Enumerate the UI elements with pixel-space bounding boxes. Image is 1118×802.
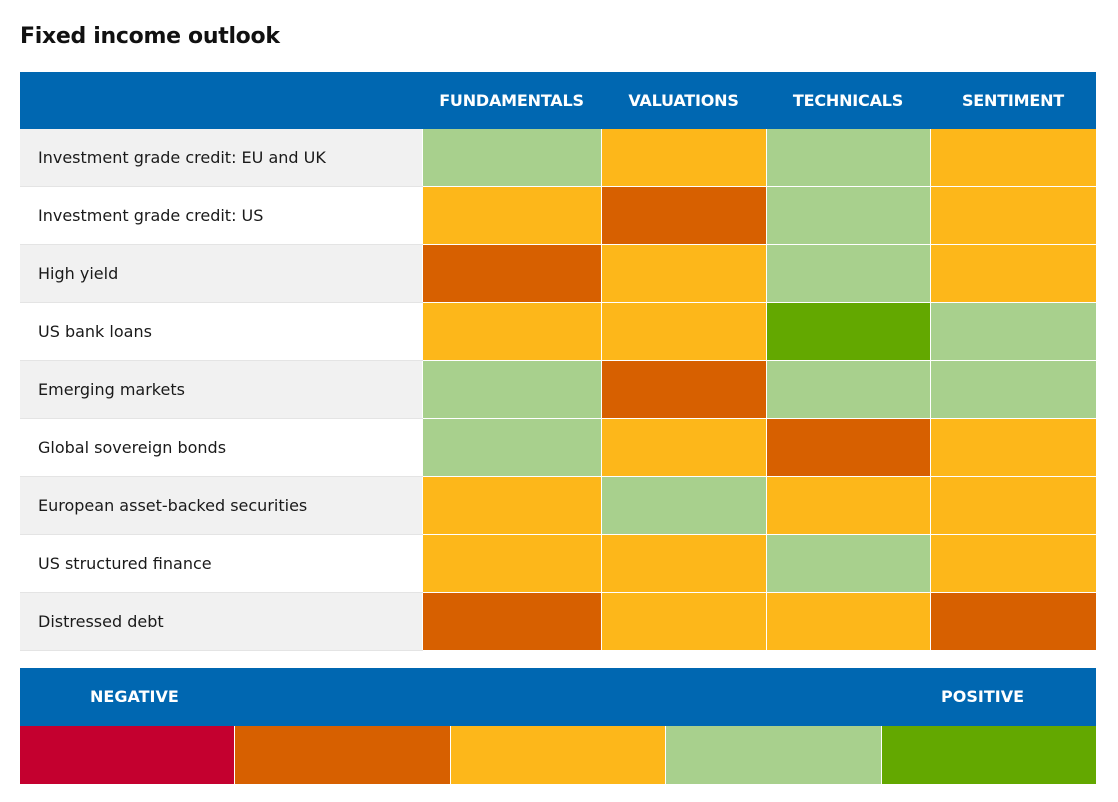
heatmap-cell-fundamentals [421, 360, 601, 419]
heatmap-cell-fundamentals [421, 302, 601, 361]
table-row: High yield [20, 244, 1096, 303]
page-title: Fixed income outlook [20, 24, 280, 49]
heatmap-cell-valuations [600, 244, 766, 303]
heatmap-cell-fundamentals [421, 129, 601, 187]
table-row: US bank loans [20, 302, 1096, 361]
heatmap-cell-technicals [765, 592, 930, 651]
heatmap-cell-valuations [600, 186, 766, 245]
row-label: Distressed debt [20, 592, 422, 651]
outlook-heatmap: FUNDAMENTALS VALUATIONS TECHNICALS SENTI… [20, 72, 1096, 651]
legend-positive-label: POSITIVE [941, 687, 1024, 706]
heatmap-cell-technicals [765, 418, 930, 477]
heatmap-cell-valuations [600, 476, 766, 535]
heatmap-cell-fundamentals [421, 534, 601, 593]
column-header-fundamentals: FUNDAMENTALS [422, 72, 601, 129]
heatmap-cell-fundamentals [421, 592, 601, 651]
legend-swatch-2 [234, 726, 450, 784]
table-row: European asset-backed securities [20, 476, 1096, 535]
table-row: Distressed debt [20, 592, 1096, 651]
heatmap-cell-sentiment [929, 534, 1096, 593]
heatmap-cell-fundamentals [421, 418, 601, 477]
legend-swatch-1 [20, 726, 235, 784]
heatmap-cell-technicals [765, 360, 930, 419]
heatmap-cell-sentiment [929, 129, 1096, 187]
table-row: Emerging markets [20, 360, 1096, 419]
heatmap-cell-sentiment [929, 476, 1096, 535]
legend-swatch-5 [880, 726, 1097, 784]
heatmap-cell-technicals [765, 186, 930, 245]
table-row: Investment grade credit: EU and UK [20, 129, 1096, 187]
row-label: Investment grade credit: EU and UK [20, 129, 422, 187]
table-row: Global sovereign bonds [20, 418, 1096, 477]
row-label: High yield [20, 244, 422, 303]
heatmap-cell-sentiment [929, 418, 1096, 477]
legend-scale [20, 726, 1097, 784]
row-label: Global sovereign bonds [20, 418, 422, 477]
column-header-valuations: VALUATIONS [601, 72, 766, 129]
legend-bar: NEGATIVE POSITIVE [20, 668, 1096, 726]
legend-negative-label: NEGATIVE [90, 687, 179, 706]
row-label: Investment grade credit: US [20, 186, 422, 245]
heatmap-cell-fundamentals [421, 476, 601, 535]
heatmap-cell-fundamentals [421, 244, 601, 303]
legend-swatch-3 [449, 726, 666, 784]
column-header-technicals: TECHNICALS [766, 72, 930, 129]
heatmap-cell-valuations [600, 360, 766, 419]
row-label: Emerging markets [20, 360, 422, 419]
heatmap-cell-technicals [765, 244, 930, 303]
table-row: US structured finance [20, 534, 1096, 593]
heatmap-cell-sentiment [929, 360, 1096, 419]
heatmap-cell-technicals [765, 302, 930, 361]
heatmap-cell-valuations [600, 129, 766, 187]
heatmap-cell-technicals [765, 534, 930, 593]
heatmap-cell-sentiment [929, 244, 1096, 303]
heatmap-cell-valuations [600, 592, 766, 651]
row-label: US structured finance [20, 534, 422, 593]
heatmap-cell-technicals [765, 476, 930, 535]
outlook-table: FUNDAMENTALS VALUATIONS TECHNICALS SENTI… [20, 72, 1096, 651]
heatmap-cell-sentiment [929, 592, 1096, 651]
heatmap-cell-fundamentals [421, 186, 601, 245]
header-blank [20, 72, 422, 129]
legend-swatch-4 [665, 726, 881, 784]
heatmap-cell-valuations [600, 418, 766, 477]
row-label: US bank loans [20, 302, 422, 361]
heatmap-cell-valuations [600, 302, 766, 361]
header-row: FUNDAMENTALS VALUATIONS TECHNICALS SENTI… [20, 72, 1096, 129]
table-row: Investment grade credit: US [20, 186, 1096, 245]
heatmap-cell-technicals [765, 129, 930, 187]
heatmap-cell-valuations [600, 534, 766, 593]
heatmap-body: Investment grade credit: EU and UK Invest… [20, 129, 1096, 651]
column-header-sentiment: SENTIMENT [930, 72, 1096, 129]
heatmap-cell-sentiment [929, 302, 1096, 361]
row-label: European asset-backed securities [20, 476, 422, 535]
heatmap-cell-sentiment [929, 186, 1096, 245]
